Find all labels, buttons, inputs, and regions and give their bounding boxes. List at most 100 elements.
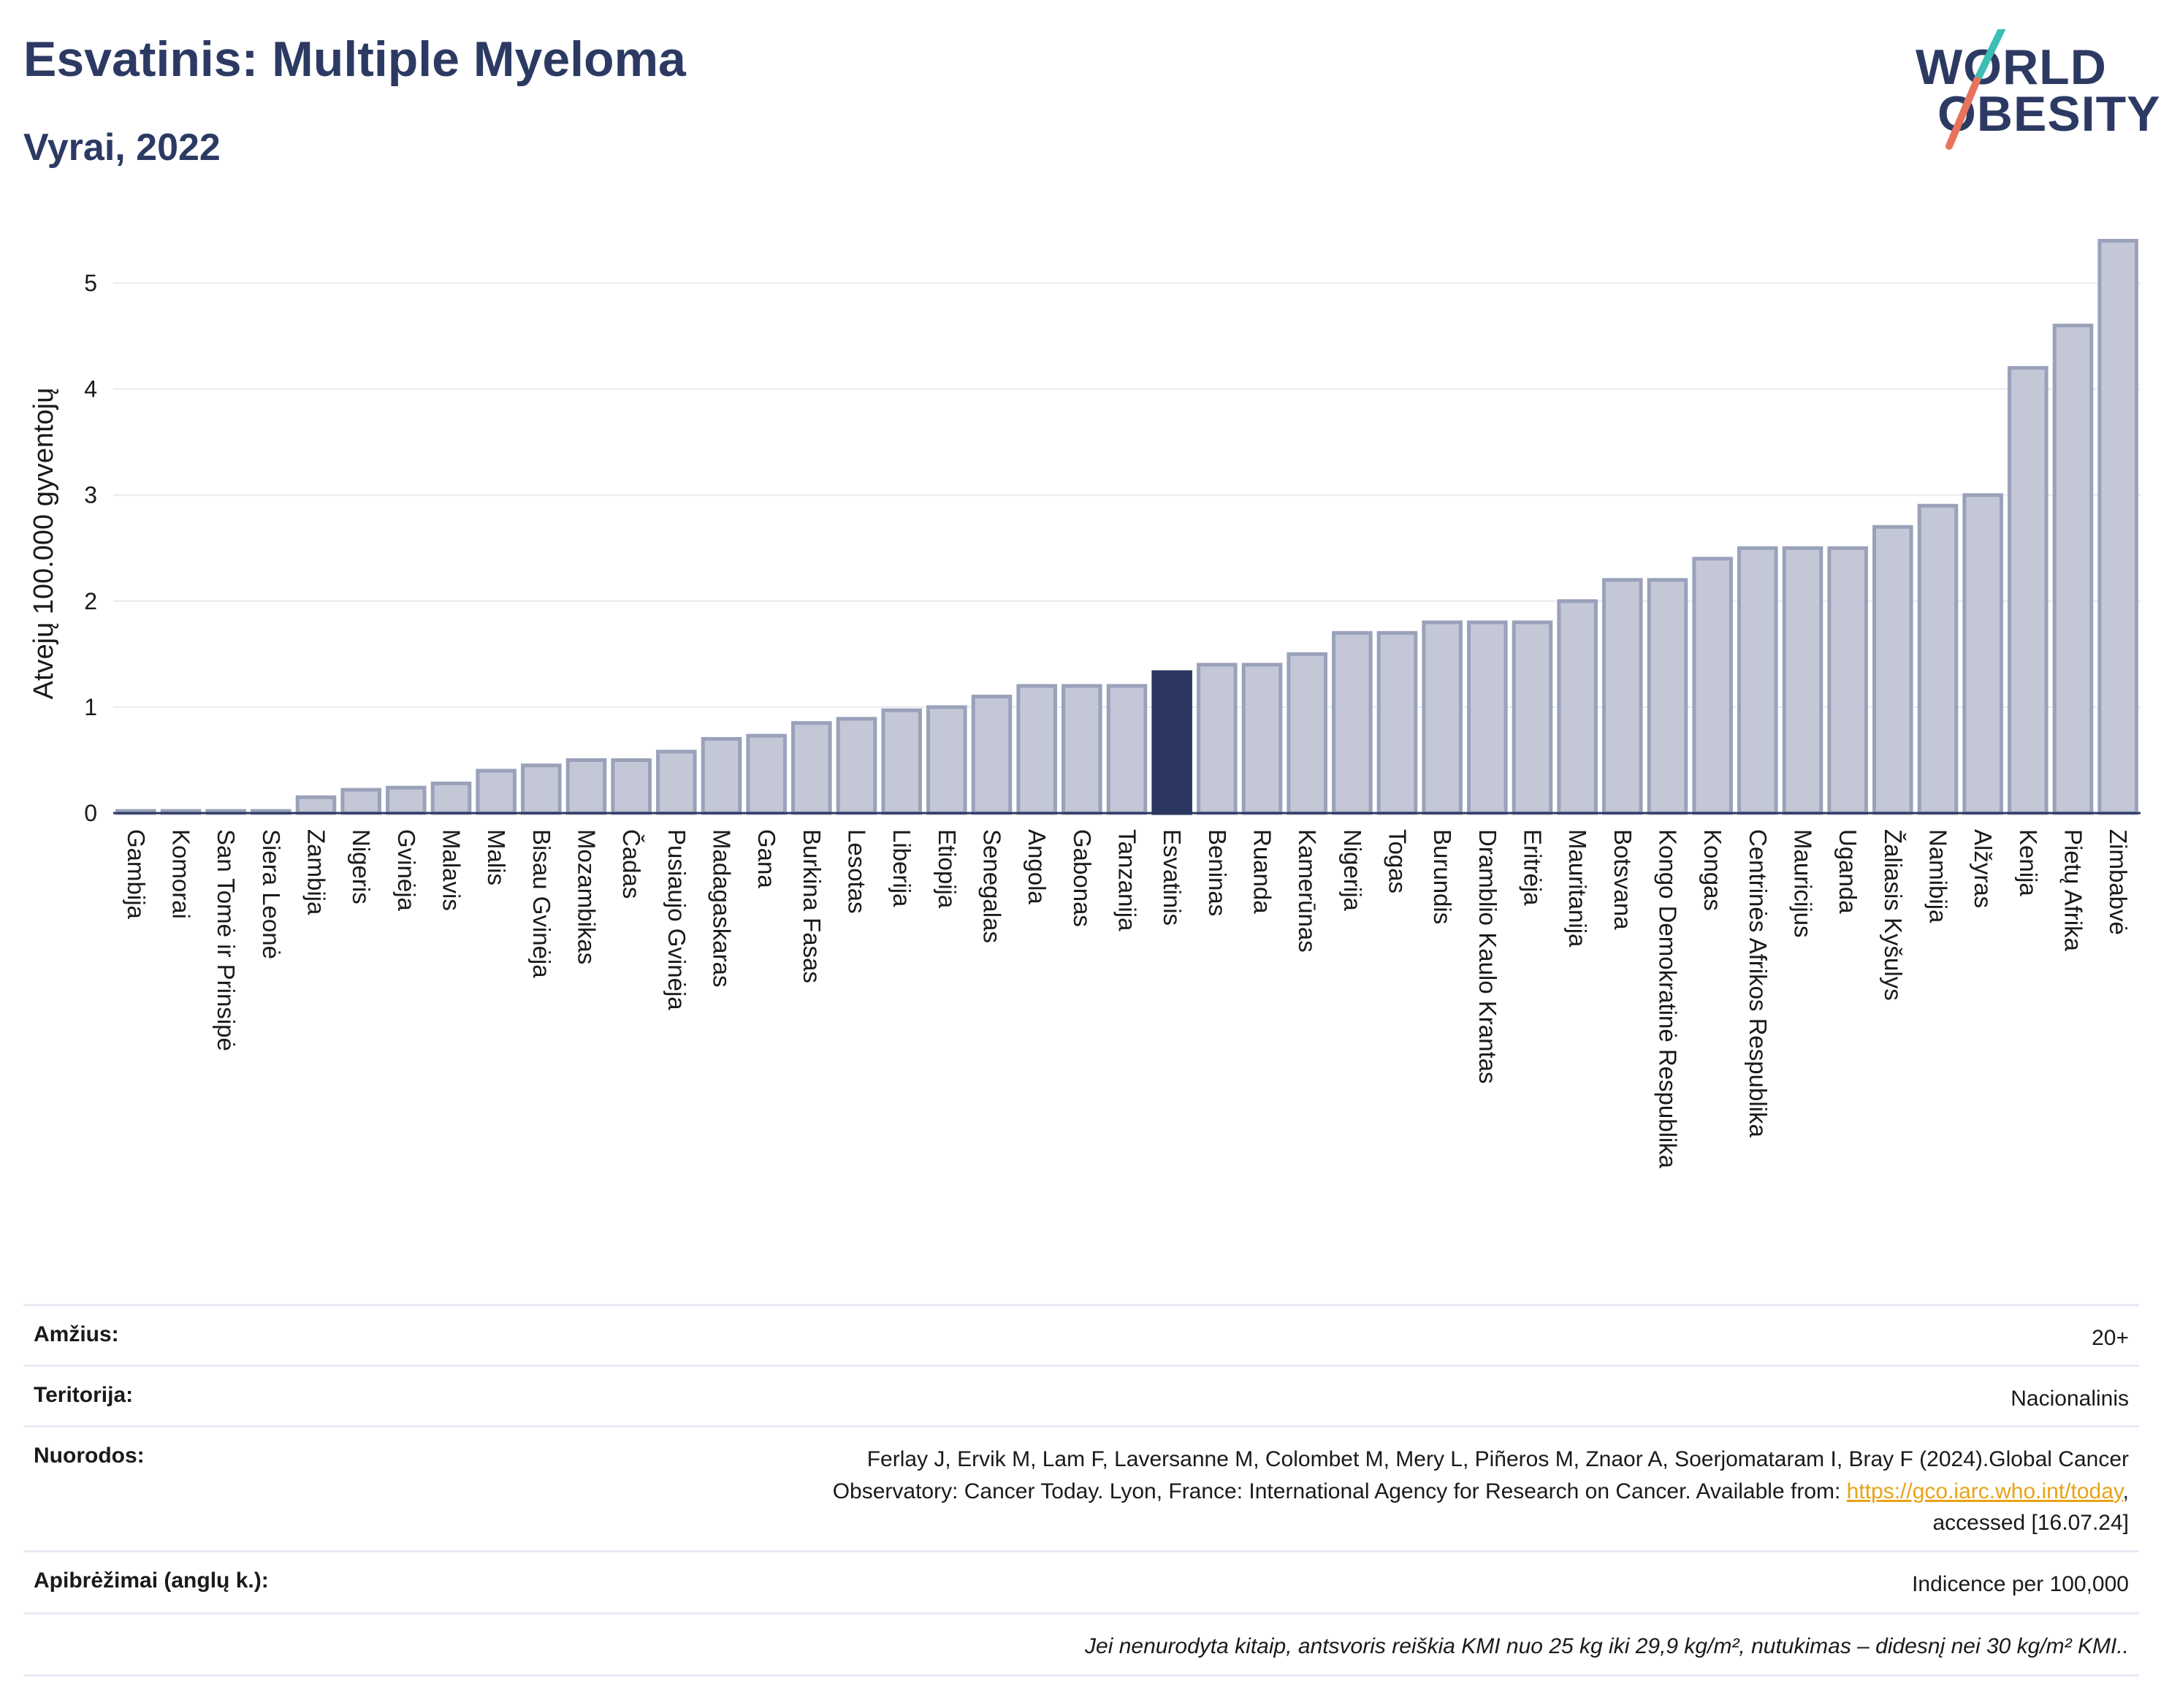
bar	[386, 785, 427, 815]
x-tick-label: Gambija	[123, 829, 150, 920]
bar	[1602, 578, 1643, 815]
bar	[1512, 620, 1553, 815]
x-tick-label: Dramblio Kaulo Krantas	[1474, 829, 1501, 1084]
bar	[2008, 366, 2048, 815]
x-tick-label: Zimbabvė	[2105, 829, 2132, 935]
bar	[1062, 684, 1102, 815]
references-link[interactable]: https://gco.iarc.who.int/today	[1846, 1479, 2123, 1503]
bar	[1422, 620, 1463, 815]
territory-value: Nacionalinis	[2011, 1387, 2129, 1411]
y-tick-label: 5	[84, 270, 97, 297]
x-tick-label: Namibija	[1925, 829, 1952, 923]
bar	[476, 769, 517, 815]
x-tick-label: Beninas	[1204, 829, 1231, 916]
age-label: Amžius:	[34, 1322, 119, 1346]
x-tick-label: Mauritanija	[1564, 829, 1591, 948]
x-tick-label: Kongo Demokratinė Respublika	[1655, 829, 1682, 1169]
logo-slash-icon	[1945, 29, 2005, 150]
references-label: Nuorodos:	[34, 1444, 145, 1468]
x-tick-label: Žaliasis Kyšulys	[1880, 829, 1907, 1001]
bar	[1962, 493, 2003, 815]
x-tick-label: Centrinės Afrikos Respublika	[1745, 829, 1772, 1138]
bar	[430, 781, 472, 815]
x-tick-label: Madagaskaras	[709, 829, 736, 987]
x-tick-label: Kenija	[2015, 829, 2042, 896]
x-tick-label: Pietų Afrika	[2060, 829, 2087, 952]
x-tick-label: Siera Leonė	[258, 829, 285, 959]
logo-text-world: WORLD	[1916, 39, 2107, 95]
x-tick-label: Togas	[1384, 829, 1411, 893]
bar	[881, 708, 922, 815]
world-obesity-logo: WORLD OBESITY	[1907, 29, 2160, 161]
references-line-2: Observatory: Cancer Today. Lyon, France:…	[832, 1479, 1847, 1503]
bar	[791, 721, 832, 815]
territory-label: Teritorija:	[34, 1383, 134, 1407]
info-row-definitions: Apibrėžimai (anglų k.): Indicence per 10…	[23, 1550, 2139, 1612]
bar	[1827, 546, 1868, 815]
references-value: Ferlay J, Ervik M, Lam F, Laversanne M, …	[833, 1444, 2129, 1539]
x-tick-label: Nigerija	[1339, 829, 1366, 912]
bar	[340, 788, 381, 815]
page-subtitle: Vyrai, 2022	[23, 126, 221, 169]
bar	[1106, 684, 1148, 815]
info-table: Amžius: 20+ Teritorija: Nacionalinis Nuo…	[23, 1304, 2139, 1677]
x-tick-label: Alžyras	[1970, 829, 1997, 908]
x-tick-label: Nigeris	[348, 829, 375, 904]
definitions-value: Indicence per 100,000	[1912, 1572, 2129, 1596]
bar	[656, 750, 697, 815]
x-tick-label: Botsvana	[1609, 829, 1636, 930]
bar	[1737, 546, 1778, 815]
x-tick-label: Gana	[753, 829, 780, 888]
bar	[1872, 525, 1913, 815]
info-row-age: Amžius: 20+	[23, 1304, 2139, 1365]
x-tick-label: Burkina Fasas	[799, 829, 826, 983]
bar	[1557, 599, 1598, 815]
references-line-3: accessed [16.07.24]	[1932, 1511, 2129, 1535]
y-tick-label: 4	[84, 376, 97, 403]
x-tick-label: Malis	[483, 829, 510, 885]
x-tick-label: Malavis	[438, 829, 465, 911]
x-tick-label: Čadas	[618, 829, 645, 899]
bar	[1197, 663, 1238, 815]
bar	[611, 758, 652, 815]
x-tick-label: Ruanda	[1249, 829, 1276, 914]
y-tick-label: 1	[84, 694, 97, 720]
y-tick-label: 2	[84, 588, 97, 614]
x-tick-label: Pusiaujo Gvinėja	[663, 829, 690, 1010]
x-tick-label: Gabonas	[1069, 829, 1096, 927]
page-title: Esvatinis: Multiple Myeloma	[23, 31, 686, 87]
logo-text-obesity: OBESITY	[1937, 86, 2161, 142]
x-tick-label: Mozambikas	[573, 829, 601, 964]
x-tick-label: Eritrėja	[1520, 829, 1547, 906]
bar	[565, 758, 607, 815]
bar	[1376, 630, 1418, 815]
x-tick-label: Uganda	[1834, 829, 1861, 914]
bar	[2052, 324, 2094, 815]
footnote: Jei nenurodyta kitaip, antsvoris reiškia…	[1085, 1634, 2129, 1658]
bar	[746, 733, 787, 815]
x-tick-label: Angola	[1024, 829, 1051, 904]
bar	[971, 694, 1013, 815]
x-tick-label: San Tomė ir Prinsipė	[213, 829, 240, 1051]
info-row-note: Jei nenurodyta kitaip, antsvoris reiškia…	[23, 1612, 2139, 1674]
age-value: 20+	[2092, 1326, 2129, 1350]
bar	[1692, 557, 1733, 815]
bar	[701, 736, 742, 815]
bar	[1332, 630, 1373, 815]
bar	[1647, 578, 1688, 815]
y-tick-label: 3	[84, 482, 97, 508]
bar	[1151, 670, 1192, 815]
info-row-territory: Teritorija: Nacionalinis	[23, 1365, 2139, 1425]
bar	[1241, 663, 1283, 815]
x-tick-label: Senegalas	[979, 829, 1006, 943]
references-line-1: Ferlay J, Ervik M, Lam F, Laversanne M, …	[866, 1447, 2129, 1471]
x-tick-label: Tanzanija	[1114, 829, 1141, 931]
x-tick-label: Kamerūnas	[1294, 829, 1321, 953]
bar	[295, 795, 337, 815]
x-tick-label: Etiopija	[934, 829, 961, 909]
x-tick-label: Esvatinis	[1159, 829, 1186, 926]
bar	[926, 705, 967, 815]
bar	[521, 763, 562, 815]
bar	[1917, 503, 1959, 815]
x-tick-label: Lesotas	[844, 829, 871, 914]
